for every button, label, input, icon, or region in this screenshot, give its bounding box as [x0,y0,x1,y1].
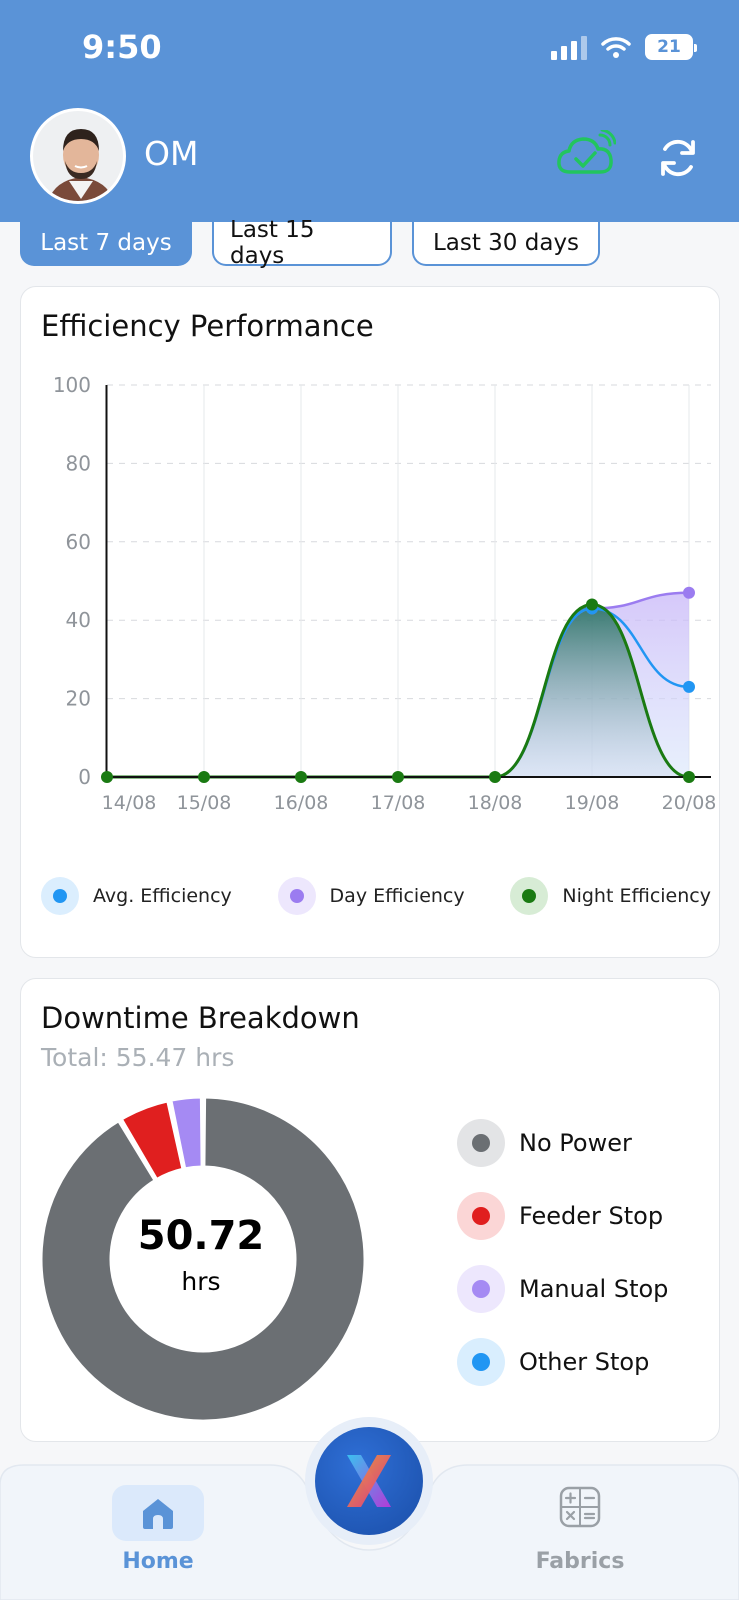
night-point [392,771,404,783]
y-tick-label: 80 [66,451,91,475]
efficiency-card: Efficiency Performance 0 20 40 60 80 100 14/08… [20,286,720,958]
app-logo-button[interactable] [315,1427,423,1535]
x-tick-label: 17/08 [371,792,426,814]
donut-slice-feeder-stop [119,1099,185,1182]
nav-home-button[interactable] [112,1485,204,1541]
night-point [683,771,695,783]
x-tick-label: 14/08 [102,792,157,814]
x-tick-label: 19/08 [565,792,620,814]
x-tick-label: 15/08 [177,792,232,814]
y-tick-label: 20 [66,687,91,711]
refresh-icon[interactable] [656,136,700,180]
avg-dot-icon [41,877,79,915]
y-tick-label: 0 [78,765,91,789]
donut-slice-no-power [39,1095,367,1423]
signal-icon [551,34,587,60]
donut-slice-manual-stop [169,1095,204,1171]
feeder-dot-icon [457,1192,505,1240]
night-efficiency-area [107,604,689,777]
calculator-icon[interactable] [558,1485,602,1529]
nav-home-label[interactable]: Home [122,1549,194,1574]
legend-feeder-stop[interactable]: Feeder Stop [457,1192,668,1240]
day-point [683,586,695,599]
date-range-tabs: Last 7 days Last 15 days Last 30 days [20,217,600,269]
downtime-card: Downtime Breakdown Total: 55.47 hrs 50.7… [20,978,720,1442]
legend-manual-stop[interactable]: Manual Stop [457,1265,668,1313]
legend-no-power[interactable]: No Power [457,1119,668,1167]
legend-label: Manual Stop [519,1275,669,1303]
downtime-title: Downtime Breakdown [41,1001,360,1035]
home-icon [143,1499,173,1529]
night-point [295,771,307,783]
x-tick-label: 16/08 [274,792,329,814]
legend-label: No Power [519,1129,632,1157]
username: OM [144,134,199,173]
night-point [489,771,501,783]
x-tick-label: 20/08 [662,792,717,814]
legend-label: Day Efficiency [329,885,465,907]
night-dot-icon [510,877,549,915]
y-tick-label: 60 [66,530,91,554]
efficiency-legend: Avg. Efficiency Day Efficiency Night Eff… [41,877,711,915]
donut-center-unit: hrs [181,1267,221,1296]
wifi-icon [601,37,631,58]
status-time: 9:50 [82,28,162,66]
legend-avg-efficiency[interactable]: Avg. Efficiency [41,877,232,915]
tab-last-7-days[interactable]: Last 7 days [20,222,192,266]
legend-label: Feeder Stop [519,1202,664,1230]
efficiency-title: Efficiency Performance [41,309,374,343]
legend-label: Other Stop [519,1348,650,1376]
legend-other-stop[interactable]: Other Stop [457,1338,668,1386]
x-tick-label: 18/08 [468,792,523,814]
y-tick-label: 40 [66,608,91,632]
night-point [198,771,210,783]
donut-center-value: 50.72 [137,1213,265,1259]
nav-fabrics-label[interactable]: Fabrics [535,1549,625,1574]
cloud-sync-icon[interactable] [556,130,616,178]
day-dot-icon [277,877,316,915]
avg-point [683,680,695,693]
tab-last-30-days[interactable]: Last 30 days [412,222,600,266]
status-icons: 21 [551,34,697,60]
logo-x-icon [347,1455,391,1507]
other-dot-icon [457,1338,505,1386]
legend-day-efficiency[interactable]: Day Efficiency [277,877,465,915]
downtime-legend: No Power Feeder Stop Manual Stop Other S… [457,1119,668,1411]
no-power-dot-icon [457,1119,505,1167]
legend-label: Avg. Efficiency [93,885,232,907]
efficiency-chart: 0 20 40 60 80 100 14/08 15/08 16/08 17/08 18/08 19/… [53,373,717,814]
night-point [101,771,113,783]
battery-icon: 21 [645,34,697,60]
y-tick-label: 100 [53,373,91,397]
tab-last-15-days[interactable]: Last 15 days [212,217,392,269]
downtime-total: Total: 55.47 hrs [41,1043,235,1072]
legend-label: Night Efficiency [562,885,711,907]
app-header: 9:50 21 OM [0,0,739,222]
downtime-donut-chart [39,1095,367,1423]
manual-dot-icon [457,1265,505,1313]
avatar[interactable] [30,108,126,204]
night-point [586,598,598,611]
legend-night-efficiency[interactable]: Night Efficiency [510,877,711,915]
bottom-navigation: Home Fabrics [0,1427,739,1600]
